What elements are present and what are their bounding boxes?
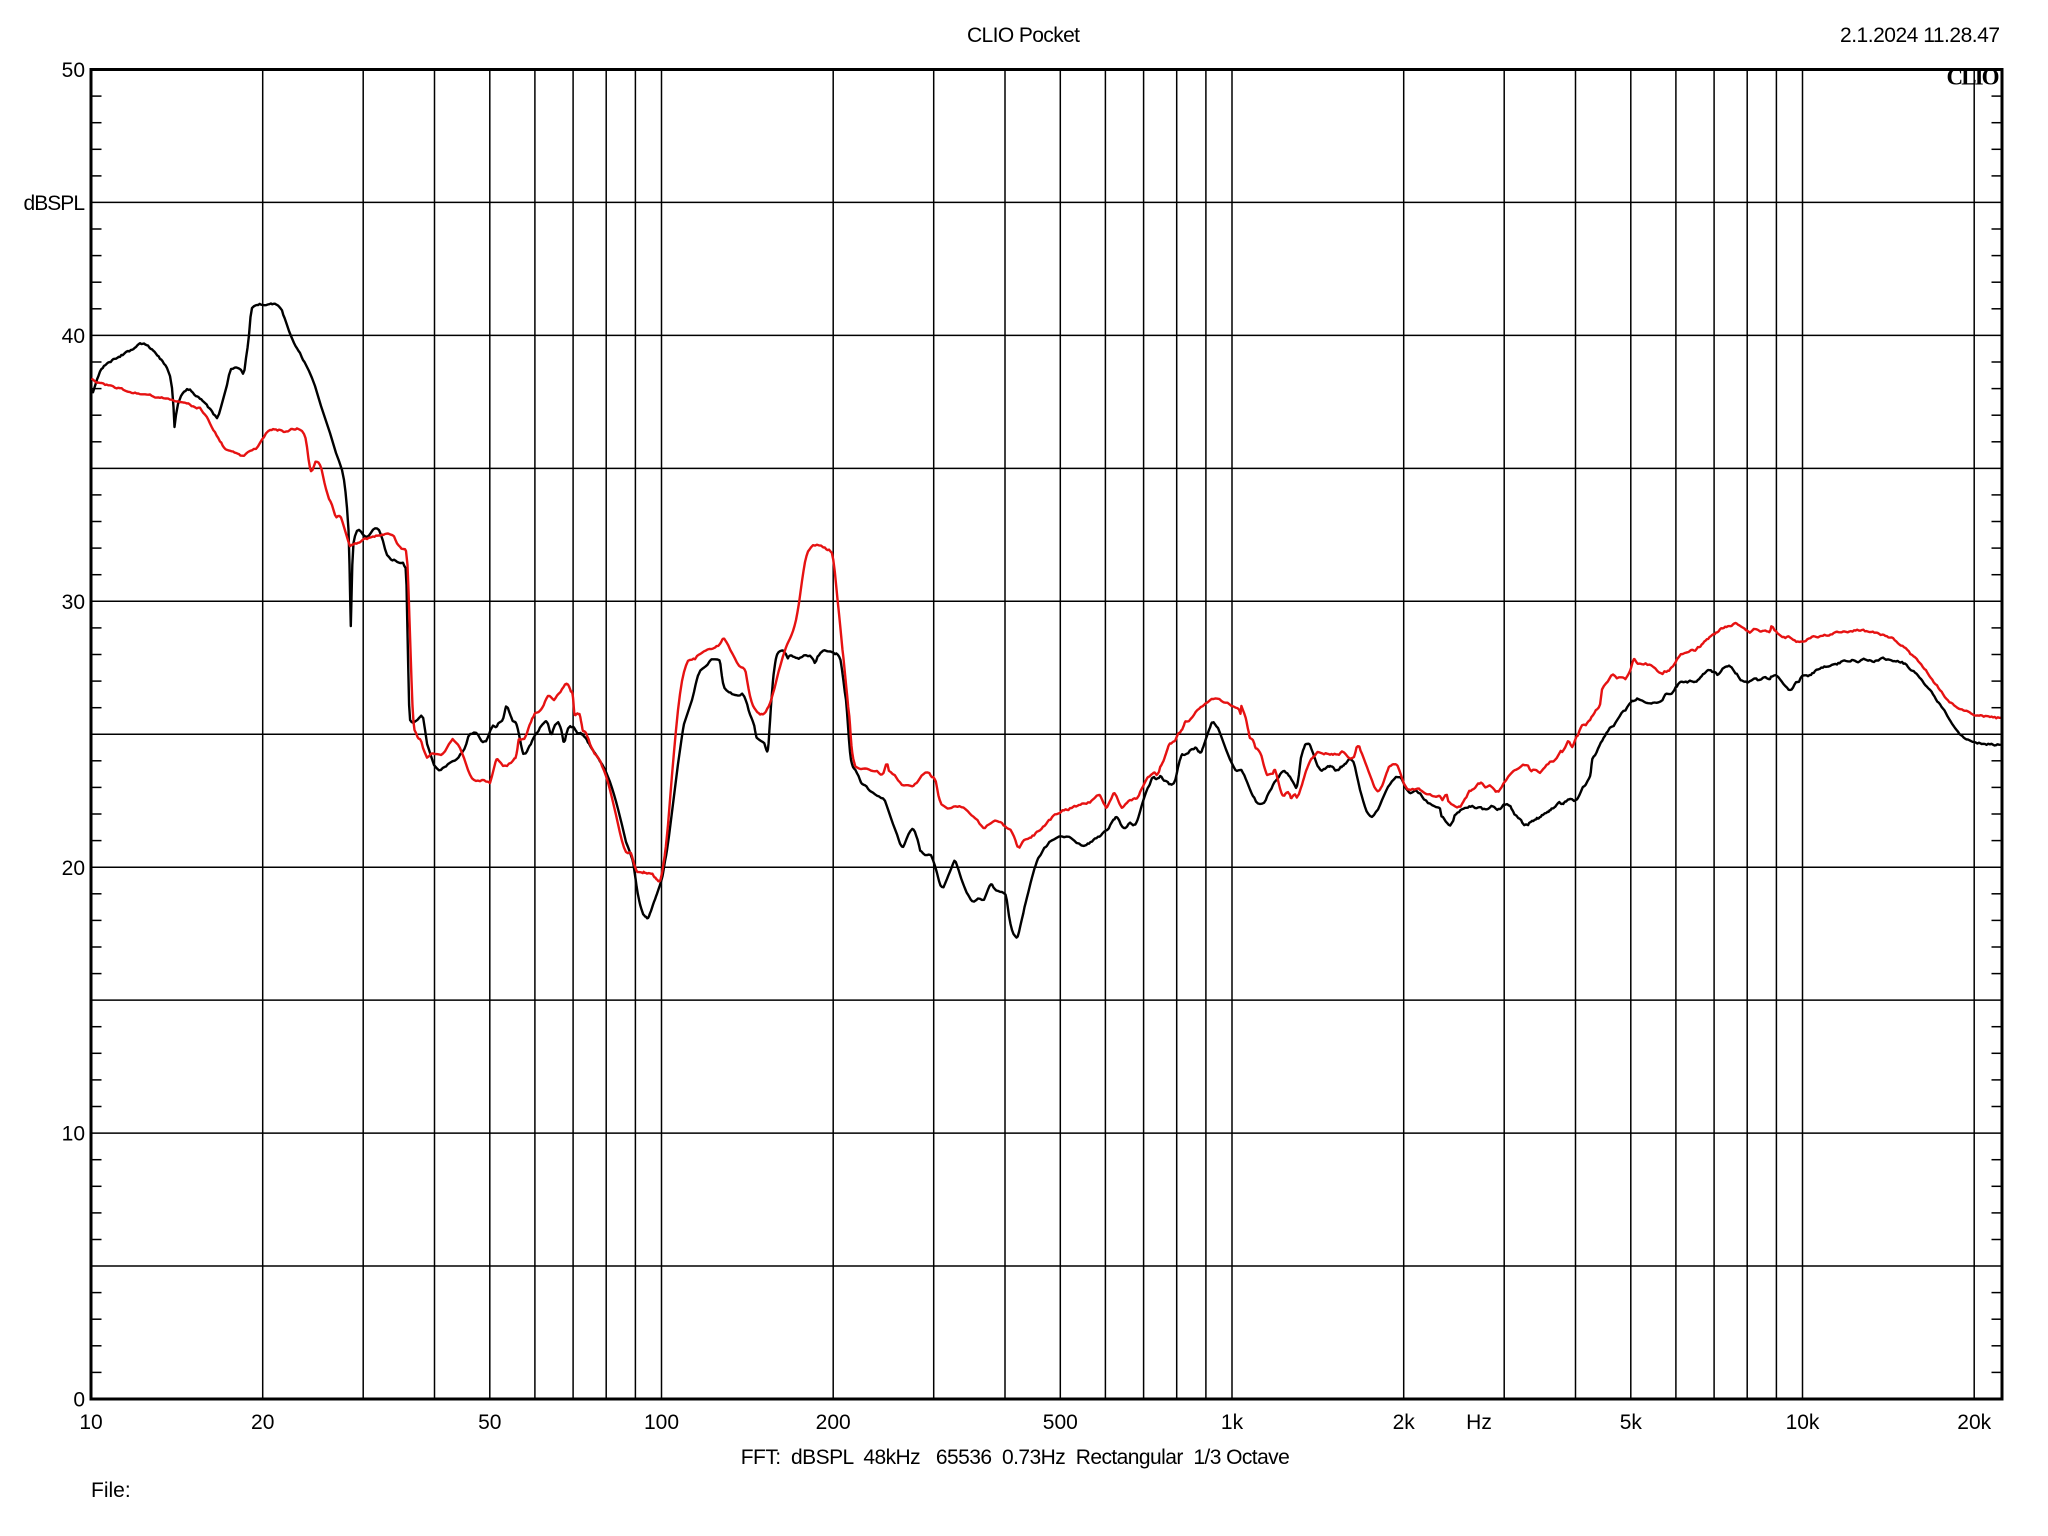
svg-text:50: 50 (478, 1411, 501, 1434)
svg-text:CLIO: CLIO (1947, 65, 2000, 90)
svg-text:20: 20 (251, 1411, 274, 1434)
svg-text:100: 100 (644, 1411, 679, 1434)
svg-text:10k: 10k (1786, 1411, 1820, 1434)
svg-text:1k: 1k (1221, 1411, 1244, 1434)
svg-text:30: 30 (62, 591, 85, 614)
svg-text:2k: 2k (1393, 1411, 1416, 1434)
svg-text:20: 20 (62, 857, 85, 880)
svg-text:2.1.2024 11.28.47: 2.1.2024 11.28.47 (1840, 24, 2000, 47)
svg-text:20k: 20k (1957, 1411, 1991, 1434)
svg-text:Hz: Hz (1466, 1411, 1492, 1434)
svg-text:10: 10 (62, 1123, 85, 1146)
svg-text:5k: 5k (1620, 1411, 1643, 1434)
svg-text:CLIO Pocket: CLIO Pocket (967, 24, 1080, 47)
svg-text:10: 10 (79, 1411, 102, 1434)
svg-text:50: 50 (62, 59, 85, 82)
svg-text:200: 200 (816, 1411, 851, 1434)
svg-text:dBSPL: dBSPL (24, 192, 86, 215)
svg-text:File:: File: (91, 1479, 131, 1502)
svg-text:0: 0 (73, 1389, 85, 1412)
svg-text:500: 500 (1043, 1411, 1078, 1434)
svg-text:40: 40 (62, 325, 85, 348)
svg-text:FFT: dBSPL 48kHz 65536 0.: FFT: dBSPL 48kHz 65536 0.73Hz Rectangula… (741, 1446, 1290, 1469)
